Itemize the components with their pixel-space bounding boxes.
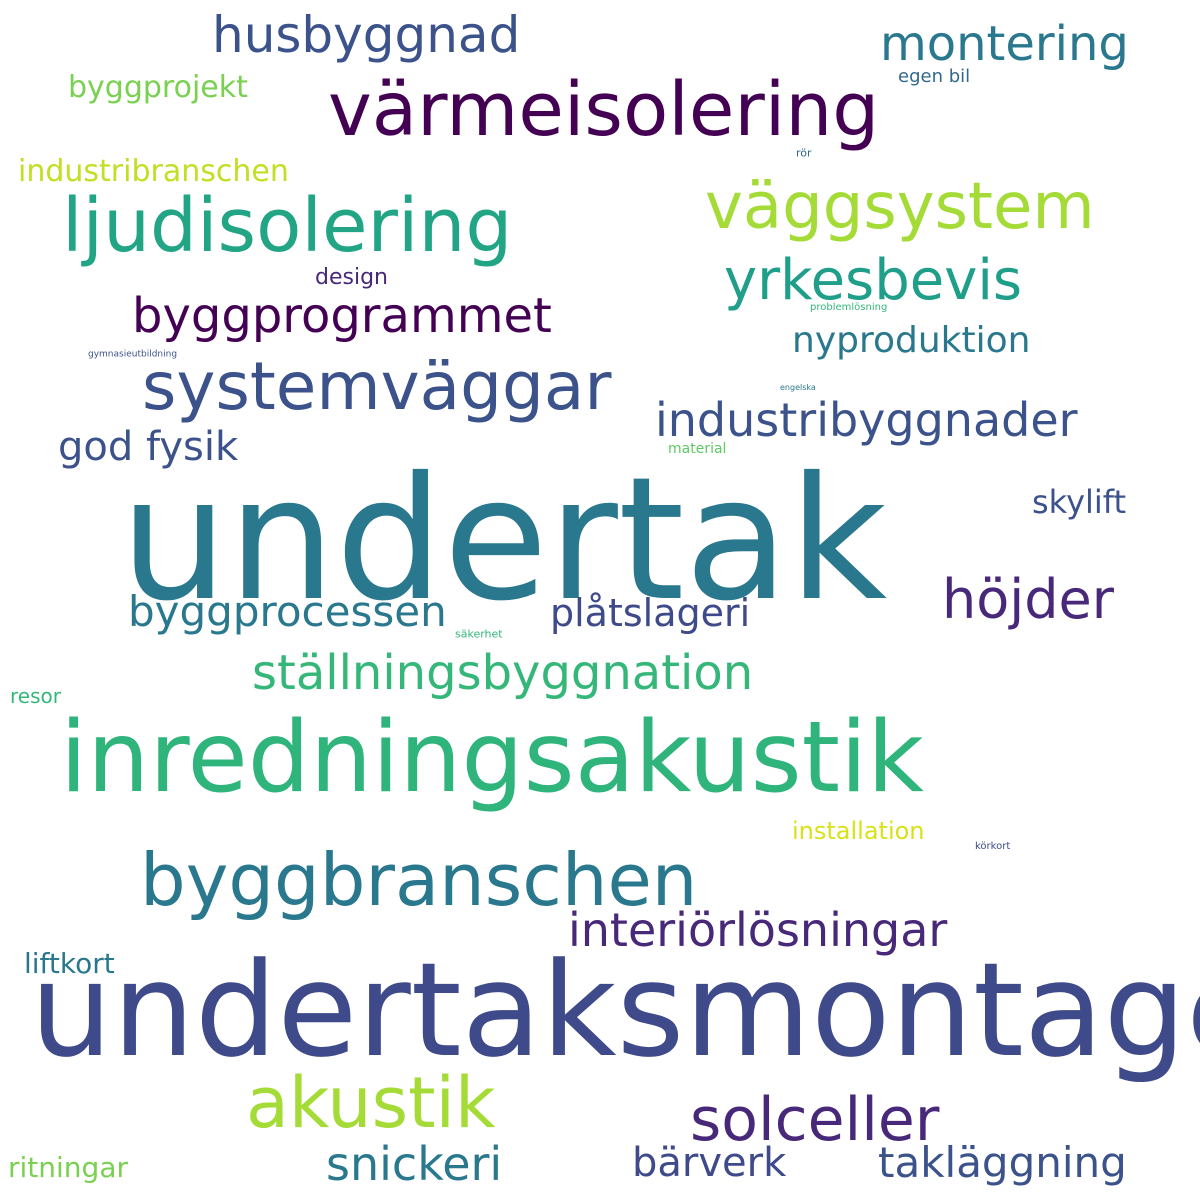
word-undertaksmontage: undertaksmontage	[30, 934, 1200, 1086]
word-taklaggning: takläggning	[878, 1138, 1127, 1187]
word-stallningsbyggnation: ställningsbyggnation	[252, 645, 754, 701]
word-nyproduktion: nyproduktion	[792, 320, 1031, 361]
word-byggbranschen: byggbranschen	[140, 838, 698, 922]
word-liftkort: liftkort	[24, 947, 115, 980]
word-engelska: engelska	[780, 383, 816, 392]
word-sakerhet: säkerhet	[455, 627, 503, 641]
word-skylift: skylift	[1032, 483, 1127, 521]
word-industribyggnader: industribyggnader	[655, 393, 1078, 447]
word-interiorlosningar: interiörlösningar	[568, 903, 948, 957]
word-hojder: höjder	[942, 568, 1114, 631]
word-byggprocessen: byggprocessen	[128, 587, 447, 636]
word-ritningar: ritningar	[8, 1151, 128, 1184]
word-vaggsystem: väggsystem	[705, 170, 1095, 244]
word-egen-bil: egen bil	[898, 66, 971, 87]
word-gymnasieutbildning: gymnasieutbildning	[88, 349, 178, 360]
word-korkort: körkort	[975, 841, 1011, 852]
word-systemvaggar: systemväggar	[142, 348, 612, 425]
word-ror: rör	[796, 146, 812, 160]
word-problemlosning: problemlösning	[810, 302, 888, 313]
word-platslageri: plåtslageri	[550, 591, 751, 635]
word-akustik: akustik	[246, 1062, 496, 1144]
word-barverk: bärverk	[632, 1140, 787, 1186]
word-installation: installation	[792, 817, 925, 845]
word-design: design	[315, 265, 388, 290]
word-resor: resor	[10, 684, 61, 708]
word-industribranschen: industribranschen	[18, 154, 289, 189]
word-snickeri: snickeri	[326, 1137, 503, 1191]
word-yrkesbevis: yrkesbevis	[724, 248, 1023, 313]
word-undertak: undertak	[120, 441, 888, 639]
word-material: material	[668, 441, 727, 457]
word-ljudisolering: ljudisolering	[62, 183, 513, 269]
word-god-fysik: god fysik	[58, 424, 239, 470]
word-varmeisolering: värmeisolering	[328, 67, 880, 153]
word-montering: montering	[880, 16, 1129, 72]
word-husbyggnad: husbyggnad	[212, 6, 521, 64]
word-byggprojekt: byggprojekt	[68, 70, 248, 105]
word-inredningsakustik: inredningsakustik	[60, 701, 925, 815]
word-solceller: solceller	[690, 1085, 940, 1155]
word-byggprogrammet: byggprogrammet	[132, 288, 552, 344]
